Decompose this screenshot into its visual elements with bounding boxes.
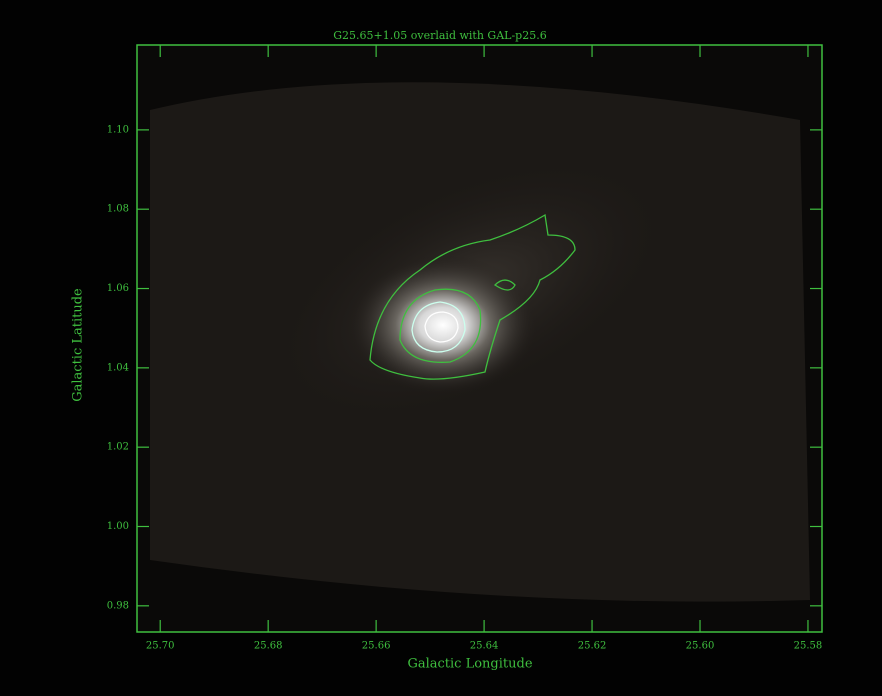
image-source <box>348 255 538 395</box>
contour-outer <box>369 213 576 380</box>
y-tick-label: 1.10 <box>107 124 129 135</box>
x-axis-label: Galactic Longitude <box>407 657 532 672</box>
contours <box>369 213 576 380</box>
plot-frame <box>136 44 823 633</box>
y-tick-label: 1.08 <box>107 204 129 215</box>
x-tick-label: 25.68 <box>254 641 283 652</box>
contour-core <box>424 311 459 343</box>
x-tick-label: 25.64 <box>470 641 499 652</box>
y-axis-label: Galactic Latitude <box>71 288 86 402</box>
x-tick-label: 25.60 <box>686 641 715 652</box>
y-tick-label: 0.98 <box>107 600 129 611</box>
contour-mid <box>399 288 482 363</box>
x-tick-label: 25.62 <box>578 641 607 652</box>
x-tick-label: 25.70 <box>146 641 175 652</box>
contour-knot <box>493 279 516 291</box>
x-tick-label: 25.66 <box>362 641 391 652</box>
chart-title: G25.65+1.05 overlaid with GAL-p25.6 <box>333 29 546 42</box>
y-tick-label: 1.02 <box>107 442 129 453</box>
x-tick-label: 25.58 <box>794 641 823 652</box>
y-tick-label: 1.06 <box>107 283 129 294</box>
y-tick-label: 1.04 <box>107 362 129 373</box>
contour-inner <box>411 301 466 353</box>
y-tick-label: 1.00 <box>107 521 129 532</box>
